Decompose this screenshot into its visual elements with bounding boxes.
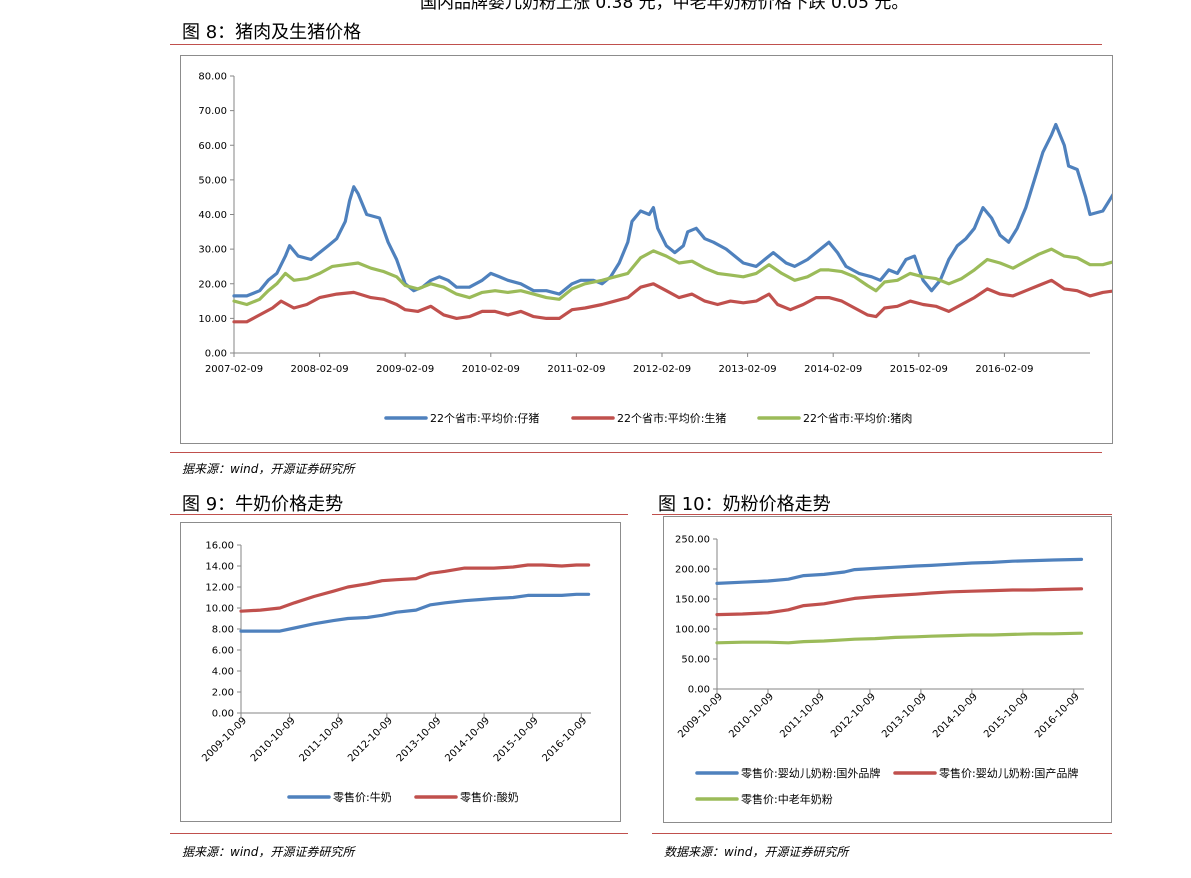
fig9-y-tick-label: 16.00 [205, 541, 234, 552]
fig10-x-tick-label: 2010-10-09 [727, 691, 776, 740]
fig10-source-note: 数据来源：wind，开源证券研究所 [664, 845, 849, 859]
fig8-legend-label-3: 22个省市:平均价:猪肉 [803, 411, 912, 425]
fig9-chart-area: 0.00 2.00 4.00 6.00 8.00 10.00 12.00 14.00 16.00… [180, 522, 621, 822]
fig8-x-tick-label: 2008-02-09 [291, 364, 349, 375]
fig10-x-tick-label: 2013-10-09 [880, 691, 929, 740]
fig10-series-line-2 [715, 587, 1084, 617]
fig8-x-tick-label: 2012-02-09 [633, 364, 691, 375]
fig9-y-tick-label: 8.00 [212, 625, 234, 636]
fig8-x-tick-label: 2014-02-09 [804, 364, 862, 375]
fig8-x-tick-label: 2010-02-09 [462, 364, 520, 375]
fig8-bottom-rule [170, 452, 1102, 453]
fig8-title: 图 8：猪肉及生猪价格 [182, 22, 362, 43]
fig9-x-tick-label: 2011-10-09 [297, 715, 346, 764]
fig10-y-tick-label: 0.00 [688, 685, 710, 696]
fig9-series-line-1 [239, 592, 591, 633]
fig9-top-rule [170, 514, 628, 515]
fig8-source-note: 据来源：wind，开源证券研究所 [182, 462, 355, 476]
fig10-series-line-1 [715, 557, 1084, 585]
fig9-y-tick-label: 10.00 [205, 604, 234, 615]
fig8-x-tick-label: 2016-02-09 [975, 364, 1033, 375]
fig8-x-tick-label: 2009-02-09 [376, 364, 434, 375]
fig9-x-tick-label: 2009-10-09 [200, 715, 249, 764]
fig8-y-tick-label: 30.00 [198, 245, 227, 256]
fig9-x-tick-label: 2010-10-09 [249, 715, 298, 764]
fig9-x-tick-label: 2014-10-09 [443, 715, 492, 764]
fig9-x-tick-label: 2015-10-09 [492, 715, 541, 764]
fig10-y-tick-label: 100.00 [675, 625, 710, 636]
fig9-y-tick-label: 14.00 [205, 562, 234, 573]
fig10-x-tick-label: 2009-10-09 [676, 691, 725, 740]
fig9-y-tick-label: 6.00 [212, 646, 234, 657]
fig10-y-tick-label: 150.00 [675, 595, 710, 606]
fig8-y-tick-label: 80.00 [198, 72, 227, 83]
fig8-y-tick-label: 60.00 [198, 141, 227, 152]
fig10-x-tick-label: 2012-10-09 [829, 691, 878, 740]
fig9-source-note: 据来源：wind，开源证券研究所 [182, 845, 355, 859]
fig10-y-tick-label: 200.00 [675, 565, 710, 576]
fig8-series-line-2 [232, 278, 1112, 324]
fig8-x-tick-label: 2011-02-09 [547, 364, 605, 375]
fig8-y-tick-label: 40.00 [198, 210, 227, 221]
fig9-legend-label-1: 零售价:牛奶 [333, 790, 392, 804]
fig9-series-line-2 [239, 563, 591, 613]
fig8-chart-area: 0.00 10.00 20.00 30.00 40.00 50.00 60.00 70.00 8… [180, 55, 1113, 444]
fig8-y-tick-label: 70.00 [198, 106, 227, 117]
fig10-svg: 0.00 50.00 100.00 150.00 200.00 250.00 2009-10… [675, 535, 1084, 806]
fig10-x-tick-label: 2016-10-09 [1033, 691, 1082, 740]
fig8-y-tick-label: 10.00 [198, 314, 227, 325]
fig8-x-tick-label: 2007-02-09 [205, 364, 263, 375]
fig8-x-tick-label: 2015-02-09 [890, 364, 948, 375]
fig9-y-tick-label: 12.00 [205, 583, 234, 594]
fig8-y-tick-label: 50.00 [198, 175, 227, 186]
fig9-x-tick-label: 2013-10-09 [395, 715, 444, 764]
fig8-series-line-3 [232, 247, 1112, 307]
fig10-legend-label-2: 零售价:婴幼儿奶粉:国产品牌 [939, 766, 1078, 780]
fig8-legend-label-1: 22个省市:平均价:仔猪 [430, 411, 539, 425]
fig10-x-tick-label: 2014-10-09 [931, 691, 980, 740]
fig8-svg: 0.00 10.00 20.00 30.00 40.00 50.00 60.00 70.00 8… [198, 72, 1112, 425]
fig10-top-rule [652, 514, 1112, 515]
fig10-y-tick-label: 250.00 [675, 535, 710, 546]
fig9-x-tick-label: 2012-10-09 [346, 715, 395, 764]
fig10-title: 图 10：奶粉价格走势 [658, 494, 831, 515]
fig8-legend-label-2: 22个省市:平均价:生猪 [617, 411, 726, 425]
fig10-x-tick-label: 2015-10-09 [982, 691, 1031, 740]
fig9-y-tick-label: 2.00 [212, 688, 234, 699]
fig9-y-tick-label: 4.00 [212, 667, 234, 678]
fig10-series-line-3 [715, 631, 1084, 645]
fig8-series-line-1 [232, 122, 1112, 298]
fig9-legend-label-2: 零售价:酸奶 [460, 790, 519, 804]
fig8-y-tick-label: 20.00 [198, 279, 227, 290]
fig10-chart-area: 0.00 50.00 100.00 150.00 200.00 250.00 2009-10… [663, 516, 1112, 823]
fig8-x-tick-label: 2013-02-09 [719, 364, 777, 375]
fig8-y-tick-label: 0.00 [205, 349, 227, 360]
fig9-svg: 0.00 2.00 4.00 6.00 8.00 10.00 12.00 14.00 16.00… [200, 541, 591, 804]
fig9-x-tick-label: 2016-10-09 [541, 715, 590, 764]
fig10-legend-label-1: 零售价:婴幼儿奶粉:国外品牌 [741, 766, 880, 780]
fig10-y-tick-label: 50.00 [681, 655, 710, 666]
fig9-bottom-rule [170, 833, 628, 834]
fig10-x-tick-label: 2011-10-09 [778, 691, 827, 740]
intro-text-line: 国内品牌婴儿奶粉上涨 0.38 元，中老年奶粉价格下跌 0.05 元。 [420, 0, 909, 13]
fig10-bottom-rule [652, 833, 1112, 834]
fig9-title: 图 9：牛奶价格走势 [182, 494, 344, 515]
fig8-top-rule [170, 44, 1102, 45]
fig10-legend-label-3: 零售价:中老年奶粉 [741, 792, 833, 806]
fig9-y-tick-label: 0.00 [212, 709, 234, 720]
